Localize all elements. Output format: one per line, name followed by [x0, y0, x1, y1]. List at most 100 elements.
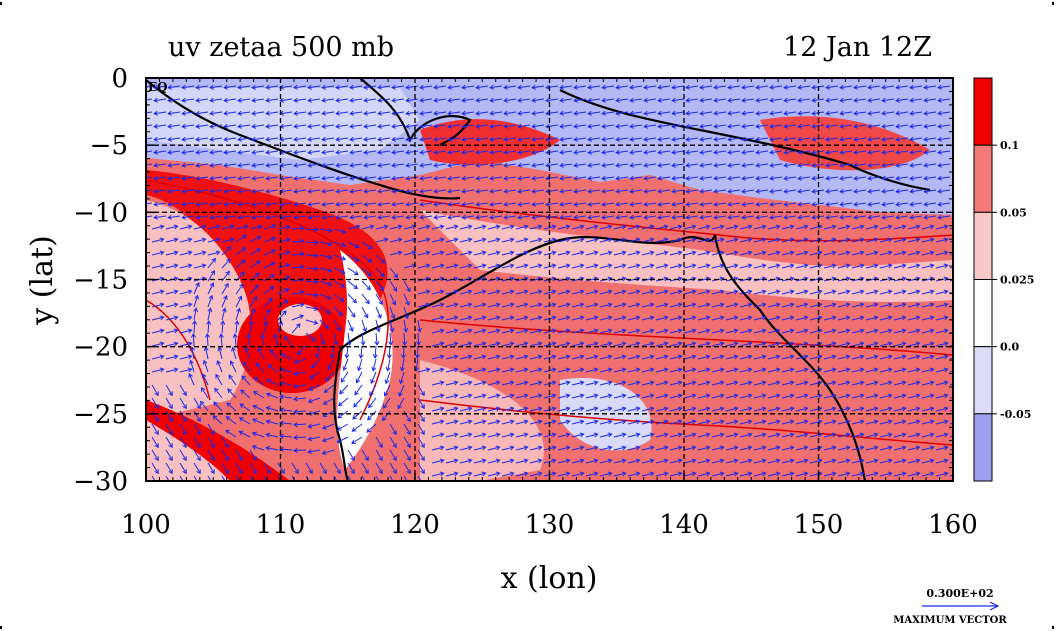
- wind-vector-head: [537, 380, 543, 386]
- wind-vector: [697, 407, 710, 412]
- wind-vector-head: [509, 354, 515, 360]
- wind-vector-head: [677, 289, 683, 295]
- wind-vector: [406, 163, 419, 167]
- wind-vector-head: [439, 224, 445, 230]
- wind-vector: [417, 423, 425, 435]
- wind-vector: [616, 150, 629, 154]
- wind-vector: [837, 251, 850, 256]
- wind-vector-head: [489, 149, 495, 155]
- wind-vector-head: [523, 315, 529, 321]
- wind-vector: [935, 381, 948, 386]
- wind-vector: [389, 238, 402, 243]
- wind-vector: [263, 286, 274, 295]
- wind-vector: [879, 381, 892, 386]
- wind-vector: [655, 381, 668, 386]
- wind-vector-head: [391, 162, 397, 168]
- wind-vector-head: [719, 263, 725, 269]
- wind-vector: [306, 515, 312, 525]
- wind-vector-head: [663, 432, 669, 438]
- wind-vector-head: [607, 471, 613, 477]
- wind-vector-head: [587, 84, 593, 90]
- wind-vector-head: [895, 84, 901, 90]
- wind-vector-head: [713, 149, 719, 155]
- wind-vector: [193, 225, 206, 230]
- wind-vector-head: [747, 367, 753, 373]
- wind-vector-head: [439, 315, 445, 321]
- wind-vector: [910, 124, 923, 128]
- wind-vector-head: [663, 224, 669, 230]
- wind-vector-head: [888, 511, 892, 515]
- wind-vector: [809, 264, 822, 269]
- wind-vector-head: [461, 149, 467, 155]
- wind-vector: [823, 368, 836, 373]
- wind-vector: [327, 358, 335, 370]
- wind-vector: [600, 512, 612, 515]
- wind-vector: [473, 277, 486, 282]
- wind-vector-head: [391, 123, 397, 129]
- wind-vector-head: [399, 379, 404, 385]
- wind-vector: [599, 446, 612, 451]
- wind-vector-head: [323, 508, 327, 512]
- wind-vector-head: [517, 97, 523, 103]
- wind-vector-head: [573, 175, 579, 181]
- wind-vector-head: [747, 419, 753, 425]
- wind-vector: [795, 381, 808, 386]
- wind-vector: [446, 512, 458, 515]
- wind-vector-head: [719, 315, 725, 321]
- wind-vector-head: [775, 224, 781, 230]
- wind-vector-head: [307, 110, 313, 116]
- wind-vector-head: [783, 136, 789, 142]
- wind-vector-head: [859, 367, 865, 373]
- wind-vector: [266, 447, 279, 451]
- wind-vector: [893, 446, 906, 451]
- wind-vector: [350, 215, 363, 219]
- wind-vector-head: [551, 367, 557, 373]
- wind-vector: [949, 344, 953, 347]
- wind-vector-head: [601, 136, 607, 142]
- wind-vector: [728, 176, 741, 180]
- wind-vector-head: [404, 314, 410, 320]
- wind-vector-head: [229, 360, 235, 366]
- wind-vector: [319, 280, 332, 286]
- wind-vector-head: [755, 162, 761, 168]
- wind-vector-head: [832, 498, 836, 502]
- wind-vector-head: [853, 136, 859, 142]
- wind-vector: [529, 277, 542, 282]
- wind-vector: [249, 225, 262, 230]
- wind-vector: [529, 459, 542, 464]
- wind-vector: [417, 397, 425, 409]
- wind-vector-head: [635, 458, 641, 464]
- colorbar-label: 0.05: [1000, 206, 1027, 219]
- wind-vector: [854, 137, 867, 141]
- wind-vector: [252, 98, 265, 102]
- wind-vector: [403, 264, 416, 269]
- wind-vector-head: [607, 302, 613, 308]
- wind-vector: [935, 355, 948, 360]
- wind-vector-head: [761, 445, 767, 451]
- wind-vector-head: [378, 300, 383, 306]
- wind-vector: [840, 111, 853, 115]
- wind-vector-head: [377, 97, 383, 103]
- wind-vector: [879, 472, 892, 477]
- wind-vector: [557, 394, 570, 399]
- wind-vector: [151, 251, 164, 256]
- wind-vector: [392, 189, 405, 193]
- wind-vector: [502, 486, 514, 489]
- wind-vector: [308, 436, 321, 440]
- wind-vector: [266, 393, 279, 399]
- wind-vector: [924, 163, 937, 167]
- wind-vector: [179, 277, 192, 282]
- wind-vector-head: [489, 175, 495, 181]
- wind-vector-head: [224, 282, 229, 288]
- wind-vector-head: [873, 354, 879, 360]
- wind-vector: [616, 215, 629, 219]
- wind-vector: [546, 98, 559, 102]
- wind-vector: [252, 137, 265, 141]
- wind-vector-head: [237, 175, 243, 181]
- wind-vector-head: [337, 521, 341, 525]
- wind-vector: [504, 137, 517, 141]
- wind-vector-head: [705, 380, 711, 386]
- wind-vector-head: [173, 224, 179, 230]
- wind-vector: [798, 111, 811, 115]
- wind-vector: [448, 85, 461, 89]
